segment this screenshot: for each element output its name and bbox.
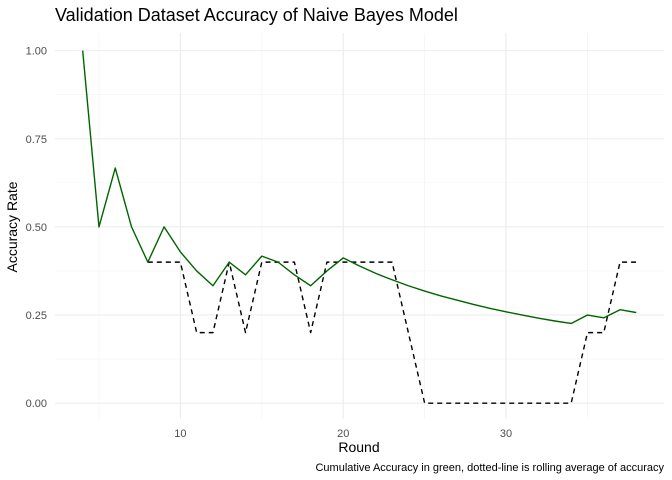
y-tick-label: 0.00 [26,398,47,410]
y-tick-label: 0.25 [26,310,47,322]
x-tick-label: 10 [174,428,186,440]
x-axis-ticks: 10 20 30 [174,428,512,440]
y-tick-label: 1.00 [26,46,47,58]
cumulative-accuracy-line [81,50,637,325]
x-tick-label: 20 [337,428,349,440]
grid-lines [55,33,664,419]
y-tick-label: 0.50 [26,222,47,234]
y-axis-title: Accuracy Rate [4,181,20,272]
y-axis-ticks: 0.00 0.25 0.50 0.75 1.00 [26,46,47,411]
x-axis-title: Round [338,439,379,455]
rolling-average-line [147,261,637,404]
chart-caption: Cumulative Accuracy in green, dotted-lin… [315,462,664,474]
series-layer [81,50,637,404]
x-tick-label: 30 [500,428,512,440]
chart-title: Validation Dataset Accuracy of Naive Bay… [55,5,458,25]
y-tick-label: 0.75 [26,134,47,146]
